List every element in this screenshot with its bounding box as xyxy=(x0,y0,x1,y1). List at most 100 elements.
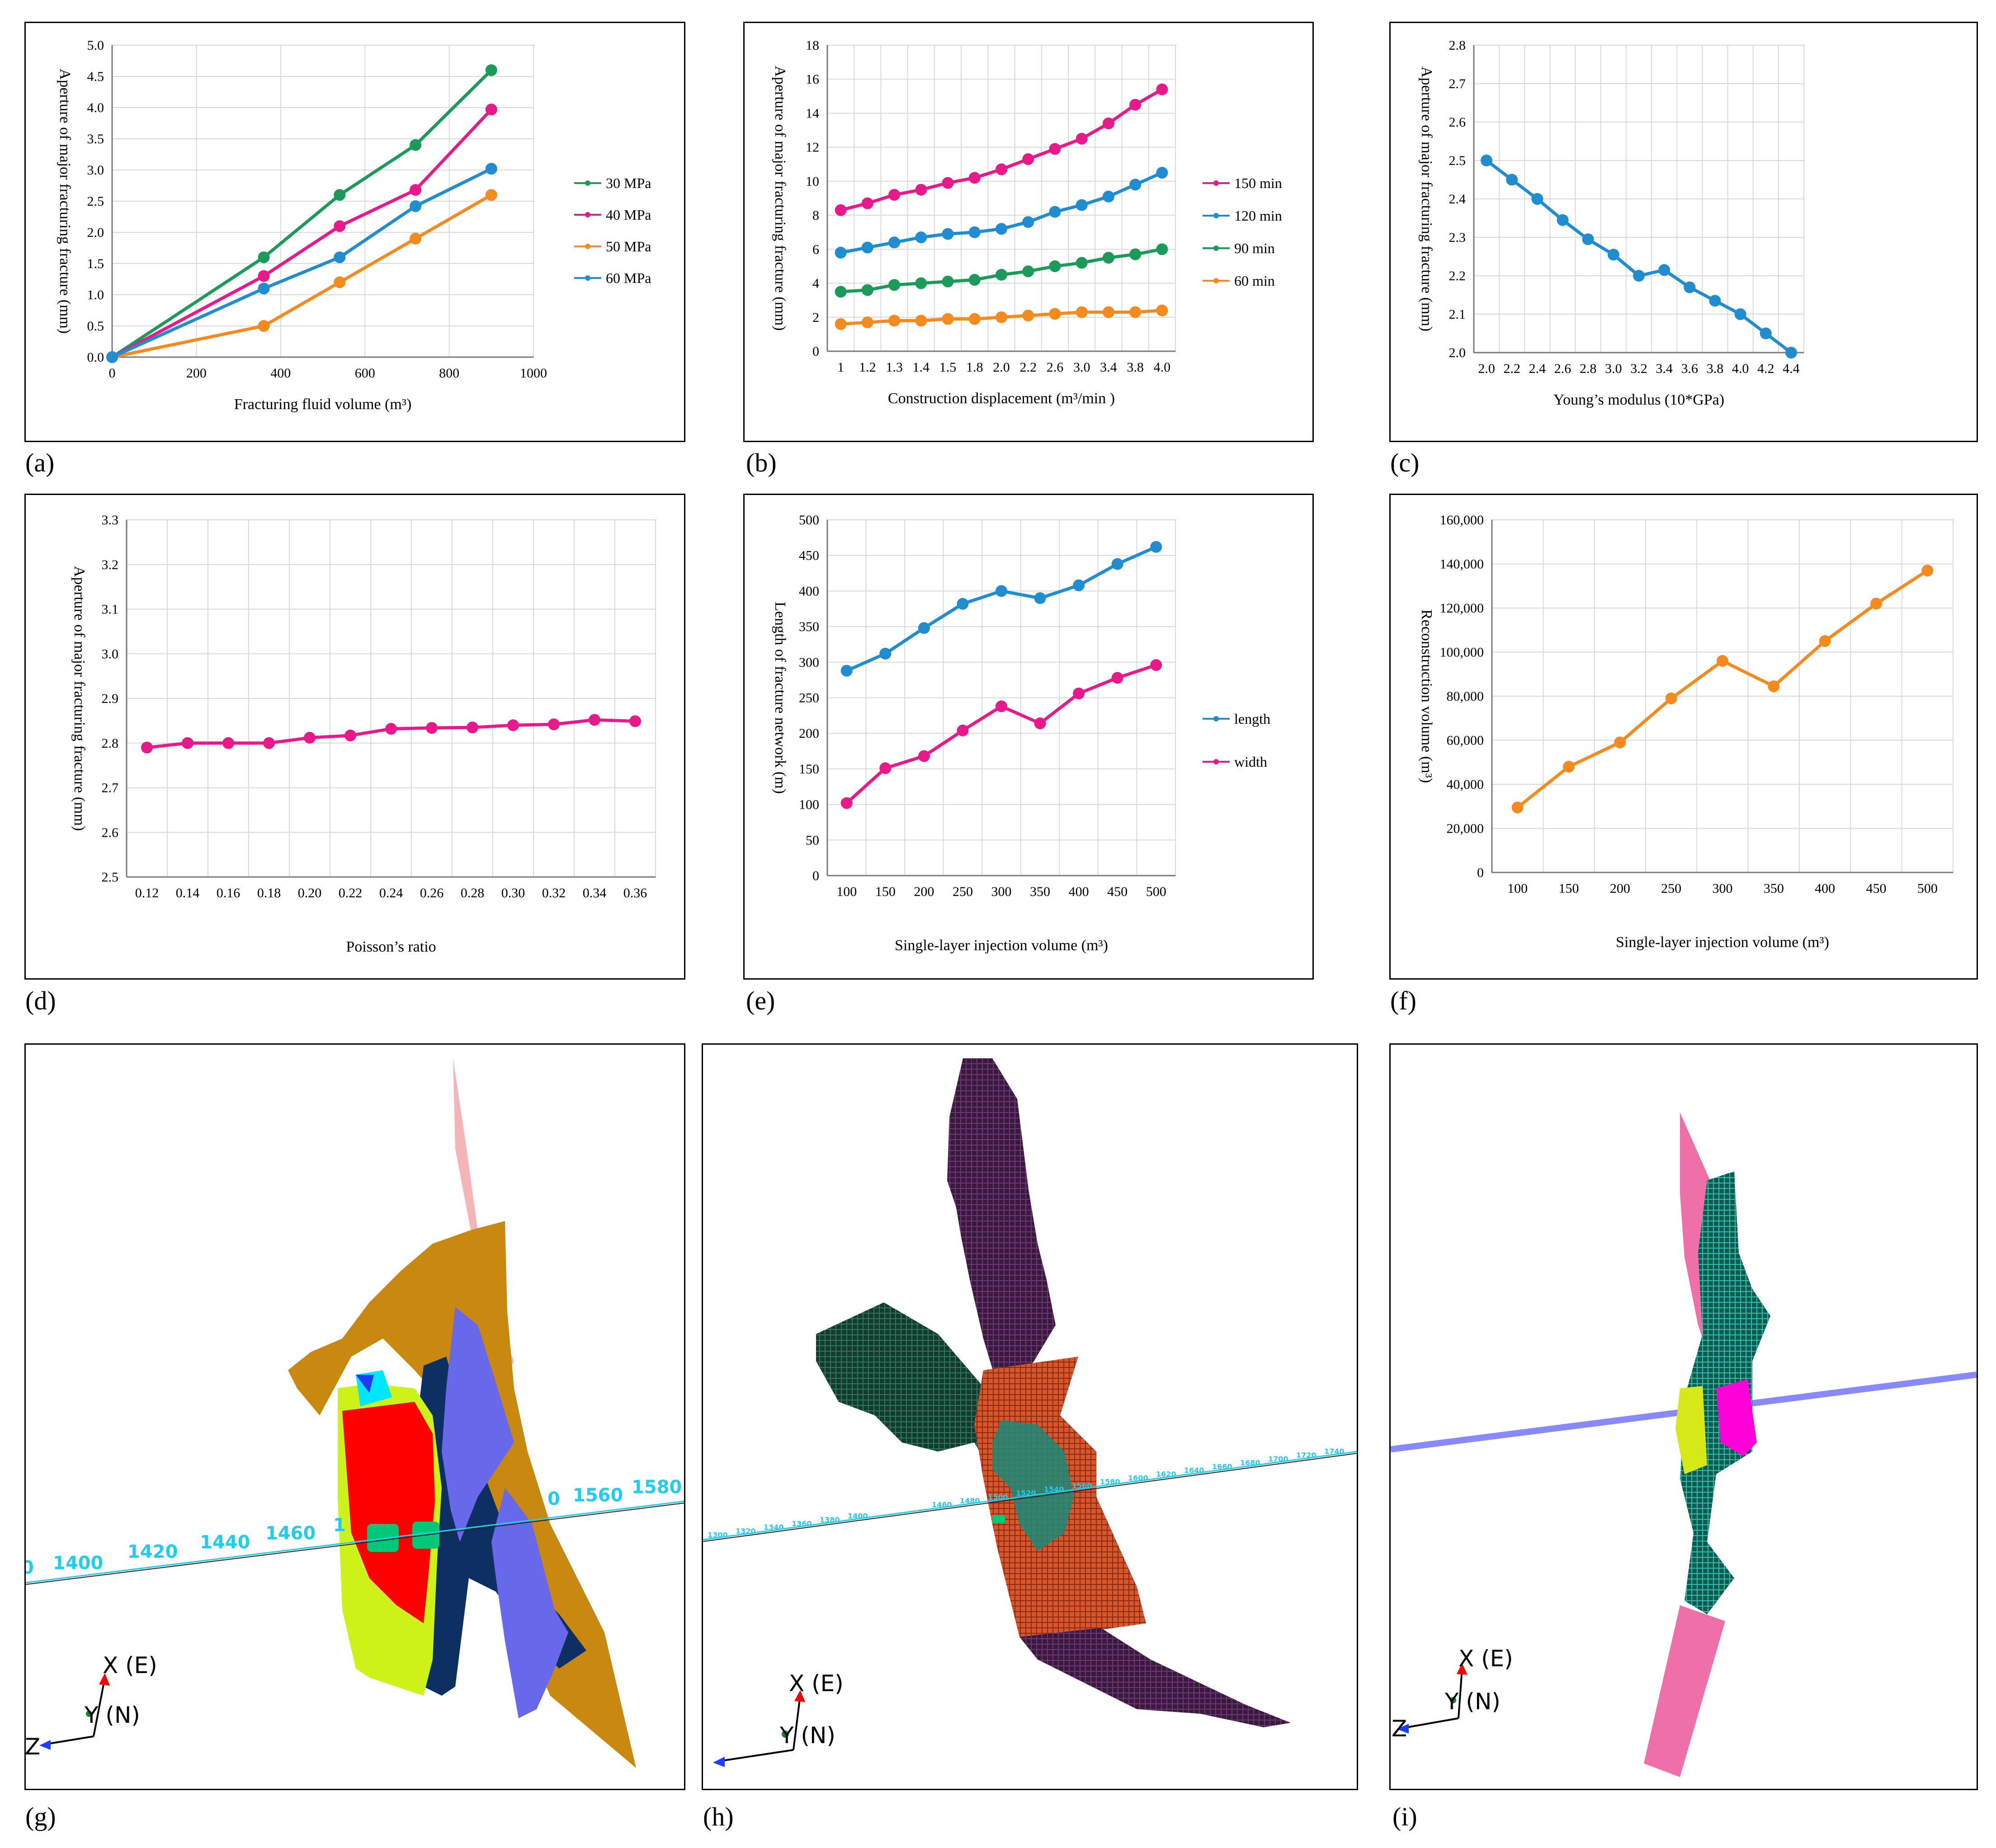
data-point xyxy=(1717,655,1728,667)
data-point xyxy=(507,719,519,731)
data-point xyxy=(485,163,497,175)
data-point xyxy=(1633,270,1645,282)
data-point xyxy=(182,737,193,749)
y-tick-label: 2.8 xyxy=(102,736,119,751)
legend-marker xyxy=(1213,245,1219,251)
data-point xyxy=(968,172,981,184)
x-tick-label: 500 xyxy=(1146,884,1166,899)
y-axis-title: Aperture of major fracturing fracture (m… xyxy=(71,566,88,831)
y-tick-label: 2.7 xyxy=(102,781,119,796)
depth-label-h: 1320 xyxy=(736,1527,756,1536)
y-tick-label: 350 xyxy=(799,619,819,634)
data-point xyxy=(1022,153,1034,165)
legend-label: 120 min xyxy=(1234,207,1282,224)
x-tick-label: 2.2 xyxy=(1503,361,1520,376)
data-point xyxy=(1760,327,1772,339)
data-point xyxy=(410,184,422,196)
data-point xyxy=(1506,174,1518,186)
x-tick-label: 350 xyxy=(1030,884,1050,899)
depth-label-g-5: 1 xyxy=(333,1515,346,1536)
data-point xyxy=(996,311,1007,323)
x-tick-label: 200 xyxy=(1610,881,1630,896)
teal-stimulated-zone xyxy=(992,1420,1074,1551)
legend-label: 30 MPa xyxy=(606,175,651,191)
y-tick-label: 50 xyxy=(806,833,819,848)
y-tick-label: 20,000 xyxy=(1447,821,1484,836)
data-point xyxy=(485,64,497,76)
x-tick-label: 3.4 xyxy=(1656,361,1673,376)
data-point xyxy=(1870,598,1882,610)
x-axis-title: Young’s modulus (10*GPa) xyxy=(1553,391,1724,408)
x-tick-label: 3.0 xyxy=(1073,360,1090,375)
data-point xyxy=(918,750,930,762)
data-point xyxy=(835,318,847,330)
data-point xyxy=(1582,233,1594,245)
x-tick-label: 4.0 xyxy=(1732,361,1749,376)
x-tick-label: 3.0 xyxy=(1605,361,1622,376)
depth-label-h: 1740 xyxy=(1324,1447,1345,1456)
data-point xyxy=(942,228,954,240)
x-tick-label: 450 xyxy=(1866,881,1887,896)
data-point xyxy=(1156,167,1168,179)
y-tick-label: 2.8 xyxy=(1449,38,1466,53)
x-tick-label: 3.4 xyxy=(1100,360,1117,375)
panel-label-e: (e) xyxy=(746,986,775,1015)
x-tick-label: 100 xyxy=(1507,881,1528,896)
depth-label-g-6: 0 xyxy=(547,1489,560,1509)
data-point xyxy=(861,316,873,329)
data-point xyxy=(1102,252,1114,264)
fracture-render-g: 0 1400 1420 1440 1460 1 0 1560 1580 X (E… xyxy=(21,1058,684,1768)
y-axis-label-i: Y (N) xyxy=(1444,1688,1501,1715)
y-tick-label: 12 xyxy=(806,140,819,155)
y-tick-label: 140,000 xyxy=(1440,557,1484,572)
x-axis-title: Construction displacement (m³/min ) xyxy=(888,390,1115,407)
y-tick-label: 2.9 xyxy=(102,691,119,706)
data-point xyxy=(915,184,927,196)
data-point xyxy=(1049,206,1061,218)
data-point xyxy=(1022,216,1034,228)
depth-label-h: 1580 xyxy=(1100,1477,1120,1486)
y-tick-label: 2.6 xyxy=(1449,115,1466,130)
wellbore-trajectory-shadow xyxy=(25,1503,684,1585)
x-tick-label: 1.2 xyxy=(859,360,876,375)
data-point xyxy=(996,585,1007,597)
data-point xyxy=(1076,132,1088,145)
chart-e: 0 50 100 150 200 250 300 350 400 450 500 100 150 200 2… xyxy=(772,513,1270,954)
data-point xyxy=(1511,801,1524,814)
data-point xyxy=(258,251,270,264)
depth-label-h: 1660 xyxy=(1212,1462,1232,1471)
data-point xyxy=(334,220,346,232)
data-point xyxy=(968,313,981,325)
y-tick-label: 2.5 xyxy=(1449,153,1466,168)
data-point xyxy=(942,313,954,325)
data-point xyxy=(918,622,930,634)
x-tick-label: 0.30 xyxy=(501,886,525,900)
x-tick-label: 2.4 xyxy=(1529,361,1546,376)
panel-label-d: (d) xyxy=(25,986,56,1015)
data-point xyxy=(1076,306,1088,318)
depth-label-h: 1500 xyxy=(988,1493,1008,1501)
data-point xyxy=(835,246,847,259)
y-tick-label: 3.5 xyxy=(87,132,104,146)
data-point xyxy=(879,647,892,660)
x-tick-label: 1 xyxy=(837,360,844,375)
data-point xyxy=(1111,672,1123,684)
data-point xyxy=(1563,761,1575,773)
y-tick-label: 3.1 xyxy=(102,602,119,617)
violet-fracture-plane-lower xyxy=(491,1488,568,1718)
data-point xyxy=(222,737,234,749)
legend-label: 60 min xyxy=(1234,273,1275,289)
data-point xyxy=(1481,155,1493,166)
x-tick-label: 350 xyxy=(1764,881,1784,896)
y-tick-label: 5.0 xyxy=(87,38,104,53)
x-tick-label: 150 xyxy=(875,884,896,899)
depth-label-h: 1340 xyxy=(764,1523,784,1532)
x-tick-label: 0.20 xyxy=(298,886,322,900)
data-point xyxy=(1022,265,1034,278)
chart-a: 0.0 0.5 1.0 1.5 2.0 2.5 3.0 3.5 4.0 4.5 5.0 0 200 400… xyxy=(57,38,651,413)
depth-label-h: 1600 xyxy=(1128,1474,1148,1482)
legend-label: 90 min xyxy=(1234,240,1275,256)
x-tick-label: 3.6 xyxy=(1681,361,1699,376)
data-point xyxy=(879,762,892,774)
data-point xyxy=(1607,249,1619,261)
